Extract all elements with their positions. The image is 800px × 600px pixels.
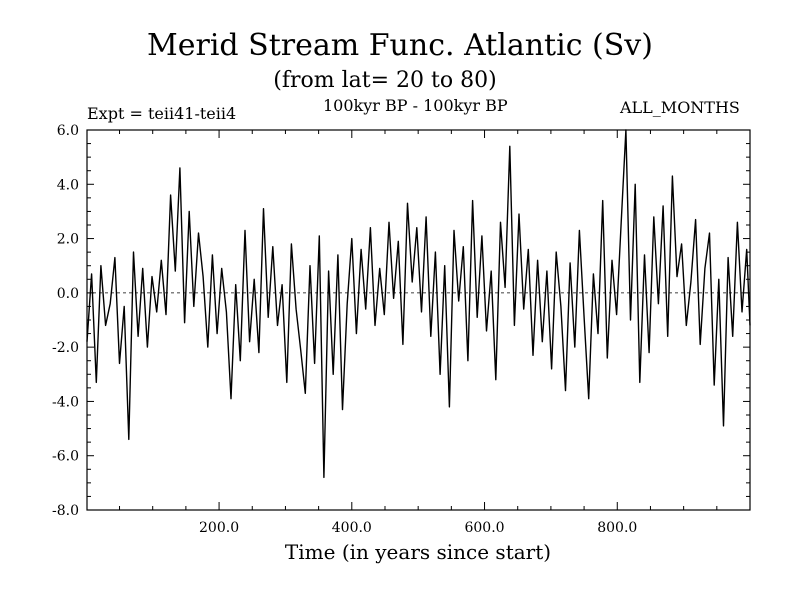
experiment-label: Expt = teii41-teii4 [87, 104, 237, 123]
y-tick-label: 6.0 [57, 123, 79, 139]
months-label: ALL_MONTHS [620, 98, 740, 117]
x-tick-label: 600.0 [464, 520, 504, 536]
y-axis: -8.0 -6.0 -4.0 -2.0 0.0 2.0 4.0 6.0 [52, 123, 750, 519]
y-tick-label: -8.0 [52, 503, 79, 519]
period-label: 100kyr BP - 100kyr BP [323, 96, 508, 115]
series-line [86, 129, 751, 479]
chart-subtitle: (from lat= 20 to 80) [273, 68, 497, 93]
y-tick-label: 4.0 [57, 177, 79, 193]
x-axis-label: Time (in years since start) [285, 540, 551, 564]
x-tick-label: 800.0 [597, 520, 637, 536]
y-tick-label: 0.0 [57, 286, 79, 302]
y-tick-label: -4.0 [52, 394, 79, 410]
x-axis: 200.0 400.0 600.0 800.0 [119, 130, 718, 536]
y-tick-label: -6.0 [52, 449, 79, 465]
y-tick-label: -2.0 [52, 340, 79, 356]
chart-title: Merid Stream Func. Atlantic (Sv) [147, 28, 653, 63]
x-tick-label: 200.0 [199, 520, 239, 536]
y-tick-label: 2.0 [57, 232, 79, 248]
x-tick-label: 400.0 [332, 520, 372, 536]
